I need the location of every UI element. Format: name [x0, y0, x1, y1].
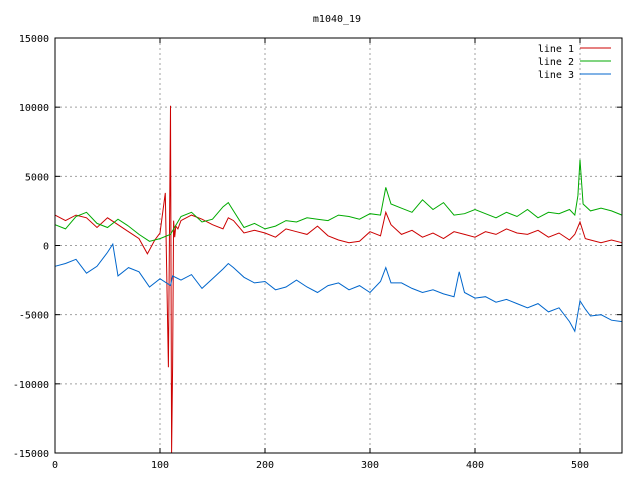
y-tick-label: -10000 — [13, 380, 49, 391]
x-tick-label: 400 — [466, 460, 484, 471]
series-line-2 — [54, 159, 623, 242]
y-tick-label: 10000 — [19, 103, 49, 114]
legend-label-1: line 1 — [538, 44, 574, 55]
x-tick-label: 200 — [256, 460, 274, 471]
y-tick-label: 15000 — [19, 34, 49, 45]
legend-label-2: line 2 — [538, 57, 574, 68]
y-tick-label: 5000 — [25, 172, 49, 183]
x-tick-label: 0 — [52, 460, 58, 471]
series-line-3 — [54, 242, 623, 333]
series-line-1 — [54, 105, 623, 454]
series-lines — [54, 105, 623, 454]
legend-label-3: line 3 — [538, 70, 574, 81]
y-tick-label: -15000 — [13, 449, 49, 460]
axis-ticks: 0 100 200 300 400 500 -15000 -10000 -5000 0 5000 10… — [13, 34, 622, 471]
y-tick-label: -5000 — [19, 311, 49, 322]
x-tick-label: 500 — [571, 460, 589, 471]
chart-title: m1040_19 — [313, 14, 361, 25]
legend: line 1 line 2 line 3 — [538, 44, 611, 81]
x-tick-label: 100 — [151, 460, 169, 471]
y-tick-label: 0 — [43, 242, 49, 253]
x-tick-label: 300 — [361, 460, 379, 471]
grid-lines — [55, 38, 622, 453]
